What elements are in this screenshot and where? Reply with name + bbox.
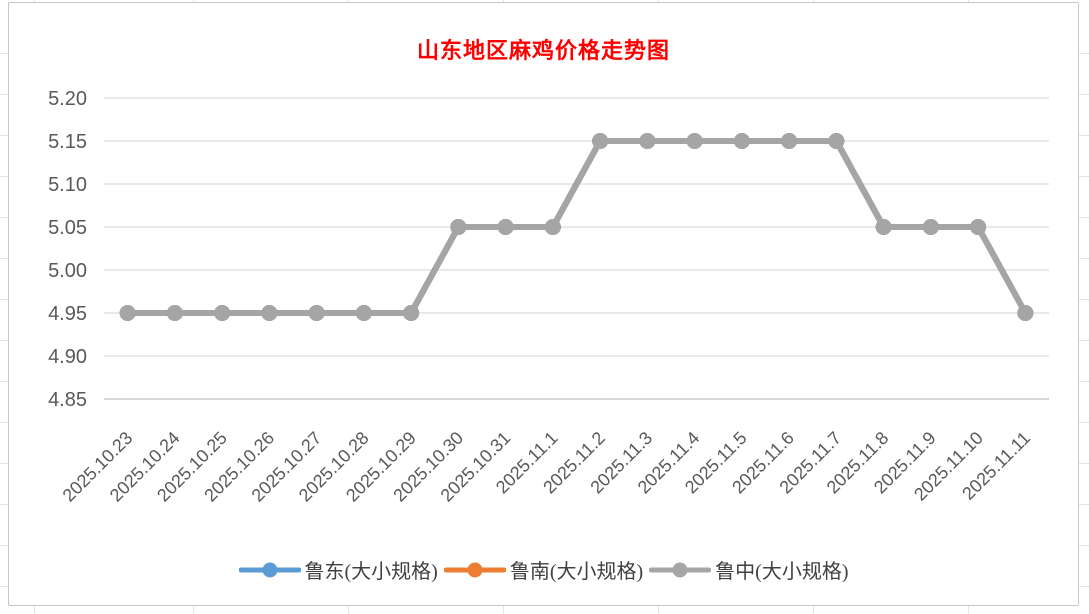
chart-object[interactable]: 山东地区麻鸡价格走势图 4.85 4.90 4.95 5.00 5.05 5.10 5.15… <box>8 2 1079 606</box>
y-tick-label: 5.10 <box>48 174 87 196</box>
data-point-marker <box>922 219 939 235</box>
y-tick-label: 5.05 <box>48 217 87 239</box>
data-point-marker <box>1017 305 1034 321</box>
data-point-marker <box>781 133 798 149</box>
data-point-marker <box>403 305 420 321</box>
data-point-marker <box>970 219 987 235</box>
legend-marker-icon <box>649 562 712 577</box>
chart-legend: 鲁东(大小规格) 鲁南(大小规格) 鲁中(大小规格) <box>9 555 1078 584</box>
y-tick-label: 4.95 <box>48 303 87 325</box>
legend-label: 鲁中(大小规格) <box>715 561 849 583</box>
data-point-marker <box>544 219 561 235</box>
legend-label: 鲁南(大小规格) <box>509 561 644 583</box>
y-tick-label: 5.00 <box>48 260 87 282</box>
data-point-marker <box>355 305 372 321</box>
data-point-marker <box>497 219 514 235</box>
data-point-marker <box>261 305 278 321</box>
y-tick-label: 4.90 <box>48 346 87 368</box>
y-tick-label: 4.85 <box>48 389 87 411</box>
data-point-marker <box>308 305 325 321</box>
data-point-marker <box>592 133 609 149</box>
y-tick-label: 5.15 <box>48 131 87 153</box>
data-point-marker <box>639 133 656 149</box>
data-point-marker <box>450 219 467 235</box>
legend-marker-icon <box>238 562 301 577</box>
data-point-marker <box>119 305 136 321</box>
data-point-marker <box>875 219 892 235</box>
chart-title: 山东地区麻鸡价格走势图 <box>416 38 670 63</box>
data-point-marker <box>733 133 750 149</box>
legend-marker-icon <box>443 562 506 577</box>
data-point-marker <box>686 133 703 149</box>
legend-item-1[interactable]: 鲁南(大小规格) <box>443 555 644 584</box>
series-line-2[interactable] <box>119 133 1034 321</box>
legend-label: 鲁东(大小规格) <box>304 561 438 583</box>
legend-item-0[interactable]: 鲁东(大小规格) <box>238 555 438 584</box>
legend-item-2[interactable]: 鲁中(大小规格) <box>649 555 848 584</box>
data-point-marker <box>166 305 183 321</box>
price-line-chart[interactable]: 4.854.904.955.005.055.105.155.202025.10.… <box>9 3 1078 543</box>
data-point-marker <box>214 305 231 321</box>
y-tick-label: 5.20 <box>48 88 87 110</box>
data-point-marker <box>828 133 845 149</box>
